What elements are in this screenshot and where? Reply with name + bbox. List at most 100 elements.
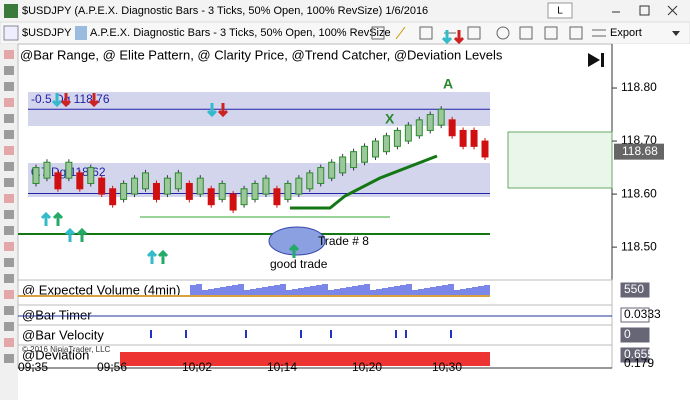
candle-body: [109, 188, 117, 206]
window-title: $USDJPY (A.P.E.X. Diagnostic Bars - 3 Ti…: [22, 5, 428, 17]
candle-body: [43, 161, 51, 179]
dropdown-arrow[interactable]: [672, 31, 680, 36]
panel-value: 0: [624, 327, 631, 341]
deviation-area: [120, 352, 490, 366]
tool-icon: [4, 162, 14, 171]
tool[interactable]: [371, 26, 385, 40]
window-button[interactable]: [547, 2, 573, 19]
velocity-tick: [150, 330, 152, 338]
tool[interactable]: [569, 26, 583, 40]
volume-bar: [478, 286, 484, 296]
trade-label: Trade # 8: [318, 234, 369, 248]
tool-icon: [4, 66, 14, 75]
candles: [32, 106, 489, 213]
tool[interactable]: [496, 26, 510, 40]
signal-arrow: [76, 227, 88, 242]
close[interactable]: [667, 5, 678, 16]
candle-body: [295, 177, 303, 195]
volume-bar: [394, 286, 400, 296]
signal-arrow: [52, 211, 64, 226]
signal-arrow: [157, 249, 169, 264]
volume-bar: [220, 287, 226, 296]
signal-arrow: [441, 30, 453, 45]
volume-bar: [214, 288, 220, 296]
volume-bar: [424, 288, 430, 296]
tool[interactable]: [395, 26, 406, 40]
tool-icons: [4, 50, 14, 363]
velocity-tick: [330, 330, 332, 338]
volume-bar: [310, 286, 316, 296]
volume-bar: [298, 288, 304, 296]
instrument-selector[interactable]: $USDJPY: [22, 27, 72, 39]
tool[interactable]: [419, 26, 433, 40]
export-button[interactable]: Export: [610, 27, 642, 39]
trade-marker: [268, 226, 326, 256]
signal-arrow: [453, 30, 465, 45]
indicator-list: @Bar Range, @ Elite Pattern, @ Clarity P…: [20, 47, 503, 62]
volume-bar: [190, 285, 196, 296]
toolbar-icon[interactable]: [3, 25, 19, 41]
candle-body: [481, 140, 489, 158]
signal-arrow: [64, 227, 76, 242]
tool-icon: [4, 146, 14, 155]
candle-body: [393, 129, 401, 147]
volume-bar: [436, 286, 442, 296]
play-button[interactable]: [588, 53, 604, 67]
tool-icon: [4, 274, 14, 283]
candle-body: [382, 135, 390, 153]
tool-icon: [4, 354, 14, 363]
time-label: 09:56: [97, 360, 127, 374]
y-tick-label: 118.50: [621, 239, 657, 253]
candle-body: [218, 182, 226, 200]
candle-body: [339, 156, 347, 174]
title-bar: [0, 0, 690, 22]
tool[interactable]: [467, 26, 481, 40]
candle-body: [54, 172, 62, 190]
volume-bar: [358, 285, 364, 296]
time-label: 09:35: [18, 360, 48, 374]
trade-comment: good trade: [270, 257, 328, 271]
signal-arrow: [146, 249, 158, 264]
candle-body: [328, 161, 336, 179]
signal-arrow: [206, 103, 218, 118]
volume-bar: [202, 290, 208, 296]
maximize[interactable]: [639, 5, 650, 16]
panel-value-box: [620, 327, 650, 343]
candle-body: [350, 151, 358, 169]
signal-arrow: [88, 93, 100, 108]
sub-panels: @ Expected Volume (4min) 550 @Bar Timer 0.0…: [17, 279, 661, 370]
range-box: [507, 131, 613, 189]
candle-body: [415, 119, 423, 137]
tool-icon: [4, 322, 14, 331]
candle-body: [32, 167, 40, 184]
candle-body: [76, 172, 84, 190]
volume-bar: [280, 284, 286, 296]
candle-body: [152, 182, 160, 200]
panel-title: @ Expected Volume (4min): [22, 282, 180, 297]
volume-bar: [238, 284, 244, 296]
tool[interactable]: [592, 29, 606, 37]
tool-icon: [4, 242, 14, 251]
volume-bar: [340, 288, 346, 296]
tool-icon: [4, 338, 14, 347]
panel-value-box: [620, 307, 650, 323]
volume-bar: [274, 285, 280, 296]
signal-arrow: [40, 211, 52, 226]
panel-value: 0.179: [624, 356, 654, 370]
velocity-tick: [405, 330, 407, 338]
signal-arrow: [51, 93, 63, 108]
candle-body: [404, 124, 412, 142]
candle-body: [426, 114, 434, 131]
volume-bar: [226, 286, 232, 296]
candle-body: [306, 172, 314, 190]
candle-body: [98, 177, 106, 195]
volume-bar: [268, 286, 274, 296]
tool[interactable]: [519, 26, 533, 40]
volume-bar: [316, 285, 322, 296]
tool-icon: [4, 82, 14, 91]
volume-bar: [304, 287, 310, 296]
app-icon: [4, 4, 18, 18]
volume-bar: [484, 285, 490, 296]
tool[interactable]: [544, 26, 558, 40]
chart-type-selector[interactable]: A.P.E.X. Diagnostic Bars - 3 Ticks, 50% …: [90, 27, 391, 39]
